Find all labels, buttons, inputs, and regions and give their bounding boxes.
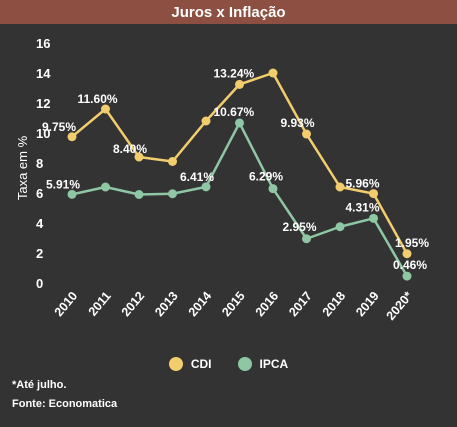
data-point-cdi <box>201 116 211 126</box>
y-tick-label: 8 <box>36 156 43 171</box>
data-point-ipca <box>201 182 211 192</box>
data-point-cdi <box>235 79 244 89</box>
legend-item-ipca: IPCA <box>237 357 289 371</box>
data-label-cdi: 5.96% <box>346 177 380 191</box>
y-tick-label: 2 <box>36 246 43 261</box>
y-tick-label: 16 <box>36 36 50 51</box>
x-tick-label: 2014 <box>186 289 215 319</box>
x-tick-label: 2011 <box>86 289 114 319</box>
data-label-ipca: 6.41% <box>180 170 214 184</box>
data-point-ipca <box>168 189 177 199</box>
chart-notes: *Até julho. Fonte: Economatica <box>12 376 117 414</box>
data-label-cdi: 9.75% <box>42 120 76 134</box>
data-point-cdi <box>302 129 311 139</box>
x-tick-label: 2018 <box>320 289 349 319</box>
y-tick-label: 10 <box>36 126 50 141</box>
legend-label-cdi: CDI <box>190 357 212 371</box>
chart-legend: CDI IPCA <box>0 357 457 371</box>
data-point-cdi <box>335 182 345 192</box>
y-axis-label: Taxa em % <box>15 135 30 200</box>
y-tick-label: 14 <box>36 66 51 81</box>
data-point-ipca <box>369 213 378 223</box>
data-label-ipca: 5.91% <box>46 177 80 191</box>
x-tick-label: 2015 <box>219 289 248 319</box>
x-tick-label: 2020* <box>384 289 416 323</box>
source-note: Fonte: Economatica <box>12 398 118 410</box>
data-point-ipca <box>402 271 412 281</box>
legend-swatch-ipca <box>237 357 252 371</box>
data-label-ipca: 6.29% <box>249 170 283 184</box>
data-point-ipca <box>335 222 345 232</box>
title-bar: Juros x Inflação <box>0 0 457 24</box>
x-tick-label: 2017 <box>286 289 315 319</box>
data-point-ipca <box>268 184 278 194</box>
y-tick-label: 6 <box>36 186 43 201</box>
data-point-ipca <box>67 189 77 199</box>
x-tick-label: 2019 <box>353 289 382 319</box>
data-label-ipca: 4.31% <box>346 200 380 214</box>
data-point-cdi <box>168 157 177 166</box>
chart-title: Juros x Inflação <box>171 3 286 21</box>
data-point-cdi <box>268 68 278 78</box>
data-label-cdi: 13.24% <box>214 66 255 80</box>
data-point-cdi <box>369 189 378 199</box>
legend-label-ipca: IPCA <box>259 357 289 371</box>
data-label-ipca: 2.95% <box>283 220 317 234</box>
data-point-cdi <box>67 132 77 142</box>
data-label-cdi: 9.93% <box>281 116 315 130</box>
x-tick-label: 2012 <box>119 289 148 319</box>
legend-swatch-cdi <box>168 357 183 371</box>
data-point-cdi <box>134 152 144 162</box>
data-point-ipca <box>134 190 144 199</box>
x-tick-label: 2016 <box>253 289 282 319</box>
x-tick-label: 2010 <box>52 289 81 319</box>
y-tick-label: 4 <box>36 216 44 231</box>
data-label-ipca: 0.46% <box>393 258 427 272</box>
data-label-cdi: 1.95% <box>395 236 429 250</box>
series-line-cdi <box>71 71 409 255</box>
data-label-cdi: 11.60% <box>78 92 118 106</box>
data-point-cdi <box>402 249 412 259</box>
y-tick-label: 0 <box>36 276 43 291</box>
data-label-ipca: 10.67% <box>214 105 255 119</box>
data-point-ipca <box>302 234 311 244</box>
footnote: *Até julho. <box>12 379 67 391</box>
data-label-cdi: 8.40% <box>113 142 147 156</box>
legend-item-cdi: CDI <box>168 357 212 371</box>
x-tick-label: 2013 <box>152 289 181 319</box>
data-point-ipca <box>235 118 244 128</box>
data-point-ipca <box>101 182 110 192</box>
y-tick-label: 12 <box>36 96 50 111</box>
data-point-cdi <box>101 104 110 114</box>
